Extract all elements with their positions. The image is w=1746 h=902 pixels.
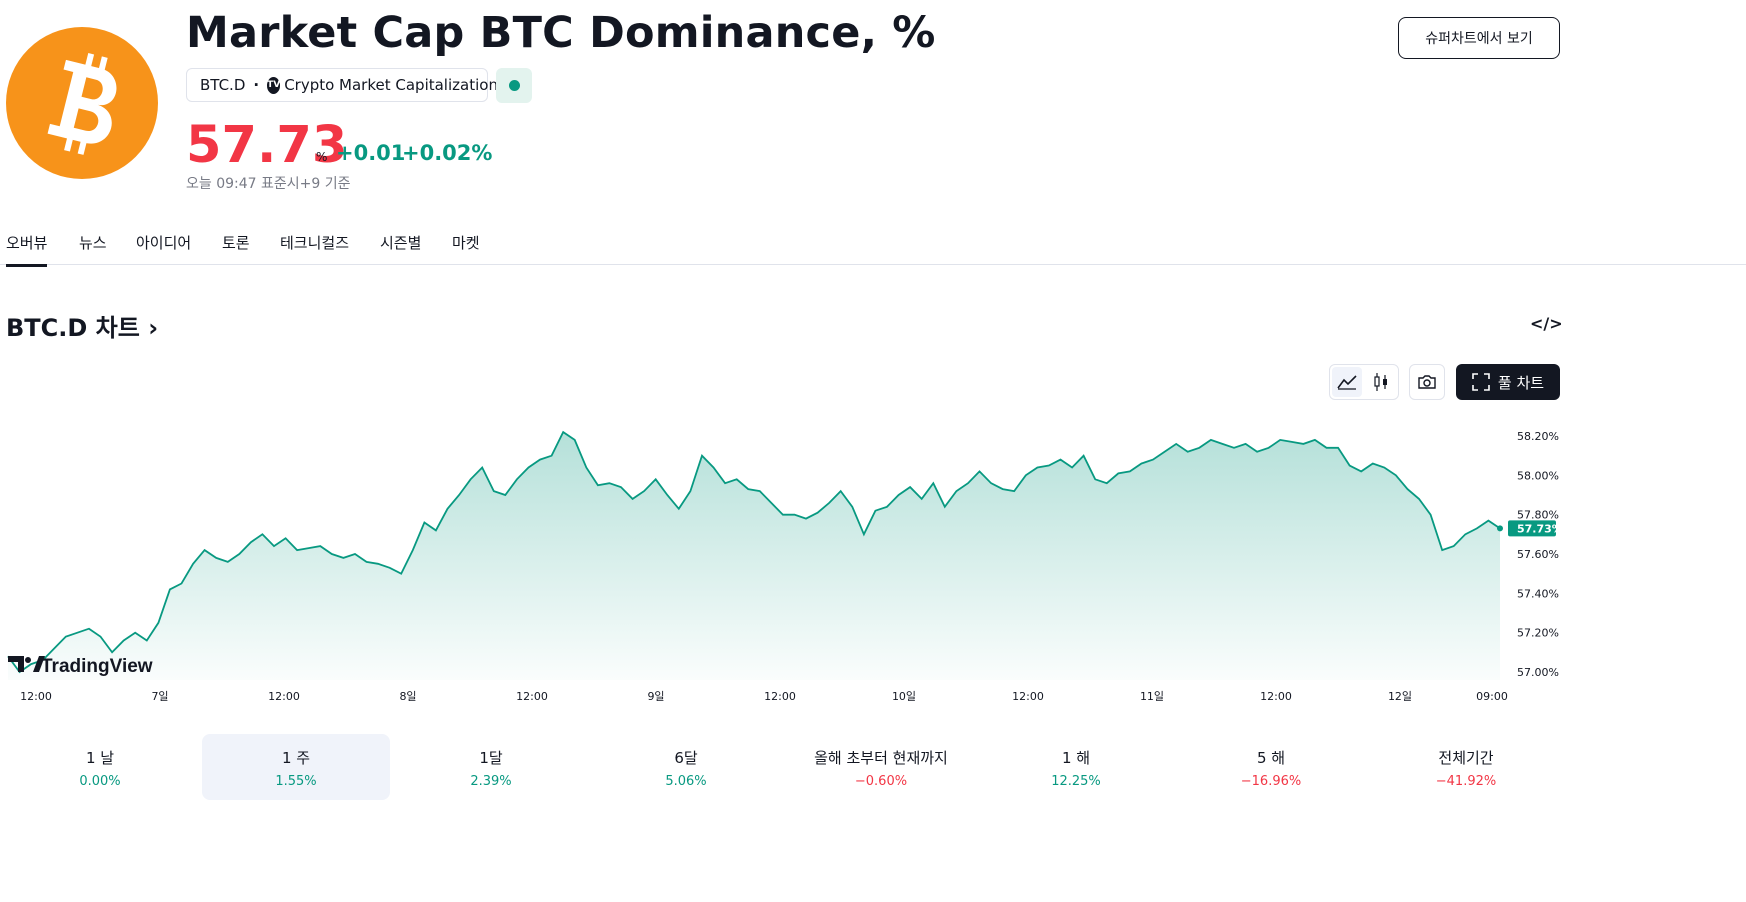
chart-section-title[interactable]: BTC.D 차트 › bbox=[6, 308, 158, 343]
performance-periods: 1 날 0.00% 1 주 1.55% 1달 2.39% 6달 5.06% 올해 초부터 현재까… bbox=[0, 734, 1746, 802]
source-name: Crypto Market Capitalization bbox=[284, 76, 498, 94]
period-change: 0.00% bbox=[79, 774, 121, 789]
price-change-abs: +0.01 bbox=[336, 141, 406, 165]
period-change: 12.25% bbox=[1051, 774, 1101, 789]
candlestick-icon[interactable] bbox=[1366, 367, 1396, 397]
period-button[interactable]: 1 날 0.00% bbox=[6, 734, 194, 800]
tab-discussion[interactable]: 토론 bbox=[222, 234, 250, 252]
period-button[interactable]: 6달 5.06% bbox=[592, 734, 780, 800]
last-value-badge bbox=[1508, 520, 1556, 537]
dominance-chart[interactable]: 58.20% 58.00% 57.80% 57.60% 57.40% 57.20% 57.0… bbox=[0, 410, 1746, 720]
x-tick-label: 09:00 bbox=[1476, 690, 1508, 703]
symbol-pill[interactable]: BTC.D · TV Crypto Market Capitalization bbox=[186, 68, 498, 102]
symbol-label: BTC.D bbox=[200, 76, 246, 94]
chevron-right-icon: › bbox=[148, 314, 159, 342]
period-change: 1.55% bbox=[275, 774, 317, 789]
y-tick-label: 57.40% bbox=[1517, 587, 1559, 600]
period-button[interactable]: 5 해 −16.96% bbox=[1177, 734, 1365, 800]
watermark-text: TradingView bbox=[41, 656, 153, 677]
period-change: −41.92% bbox=[1435, 774, 1497, 789]
x-tick-label: 10일 bbox=[892, 689, 916, 703]
tab-overview[interactable]: 오버뷰 bbox=[6, 232, 48, 267]
period-button[interactable]: 1달 2.39% bbox=[397, 734, 585, 800]
market-status-dot-icon[interactable] bbox=[496, 68, 532, 103]
tab-seasonals[interactable]: 시즌별 bbox=[380, 234, 422, 252]
last-point bbox=[1497, 525, 1503, 532]
y-tick-label: 58.00% bbox=[1517, 469, 1559, 482]
y-tick-label: 57.20% bbox=[1517, 627, 1559, 640]
period-label: 5 해 bbox=[1256, 749, 1286, 767]
period-change: −0.60% bbox=[854, 774, 908, 789]
page-title: Market Cap BTC Dominance, % bbox=[186, 8, 936, 58]
period-button[interactable]: 1 해 12.25% bbox=[982, 734, 1170, 800]
period-change: 5.06% bbox=[665, 774, 707, 789]
separator-dot: · bbox=[253, 76, 260, 94]
chart-section-label: BTC.D 차트 bbox=[6, 314, 140, 342]
period-change: −16.96% bbox=[1240, 774, 1302, 789]
tab-bar: 오버뷰 뉴스 아이디어 토론 테크니컬즈 시즌별 마켓 bbox=[0, 224, 1746, 267]
tab-technicals[interactable]: 테크니컬즈 bbox=[280, 234, 350, 252]
x-tick-label: 12:00 bbox=[1012, 690, 1044, 703]
period-label: 1 해 bbox=[1061, 749, 1091, 767]
area-fill bbox=[8, 432, 1500, 680]
x-tick-label: 12:00 bbox=[20, 690, 52, 703]
period-button[interactable]: 1 주 1.55% bbox=[202, 734, 390, 800]
x-tick-label: 12:00 bbox=[1260, 690, 1292, 703]
x-tick-label: 12:00 bbox=[516, 690, 548, 703]
y-tick-label: 57.60% bbox=[1517, 548, 1559, 561]
tab-ideas[interactable]: 아이디어 bbox=[136, 234, 192, 252]
full-chart-button[interactable]: 풀 차트 bbox=[1456, 364, 1560, 400]
y-tick-label: 57.00% bbox=[1517, 666, 1559, 679]
fullscreen-icon bbox=[1472, 373, 1490, 391]
chart-style-toggle bbox=[1329, 364, 1399, 400]
x-tick-label: 12:00 bbox=[764, 690, 796, 703]
embed-code-icon[interactable]: </> bbox=[1530, 314, 1563, 333]
x-tick-label: 9일 bbox=[647, 689, 664, 703]
period-change: 2.39% bbox=[470, 774, 512, 789]
last-value-label: 57.73% bbox=[1517, 522, 1563, 535]
price-change-pct: +0.02% bbox=[402, 141, 493, 165]
period-label: 1 날 bbox=[85, 749, 115, 767]
period-label: 전체기간 bbox=[1438, 749, 1494, 767]
period-label: 6달 bbox=[674, 749, 698, 767]
x-tick-label: 7일 bbox=[151, 689, 168, 703]
current-price: 57.73 bbox=[186, 116, 348, 175]
tradingview-watermark: TradingView bbox=[8, 656, 153, 677]
full-chart-label: 풀 차트 bbox=[1497, 373, 1545, 392]
x-tick-label: 8일 bbox=[399, 689, 416, 703]
camera-icon[interactable] bbox=[1409, 364, 1445, 400]
x-tick-label: 12:00 bbox=[268, 690, 300, 703]
period-button[interactable]: 전체기간 −41.92% bbox=[1372, 734, 1560, 800]
period-label: 1달 bbox=[479, 749, 503, 767]
price-unit: % bbox=[316, 150, 328, 164]
open-supercharts-button[interactable]: 슈퍼차트에서 보기 bbox=[1398, 17, 1560, 59]
bitcoin-logo bbox=[6, 27, 158, 179]
area-chart-icon[interactable] bbox=[1332, 367, 1362, 397]
price-timestamp: 오늘 09:47 표준시+9 기준 bbox=[186, 176, 351, 192]
series-line bbox=[7, 430, 1501, 674]
y-tick-label: 57.80% bbox=[1517, 509, 1559, 522]
tab-markets[interactable]: 마켓 bbox=[452, 234, 480, 252]
tradingview-source-icon: TV bbox=[267, 76, 281, 94]
x-tick-label: 12일 bbox=[1388, 689, 1412, 703]
y-tick-label: 58.20% bbox=[1517, 430, 1559, 443]
period-label: 1 주 bbox=[281, 749, 311, 767]
bitcoin-icon bbox=[47, 53, 117, 155]
x-tick-label: 11일 bbox=[1140, 689, 1164, 703]
tab-news[interactable]: 뉴스 bbox=[79, 234, 107, 252]
period-button[interactable]: 올해 초부터 현재까지 −0.60% bbox=[787, 734, 975, 800]
period-label: 올해 초부터 현재까지 bbox=[814, 749, 948, 767]
